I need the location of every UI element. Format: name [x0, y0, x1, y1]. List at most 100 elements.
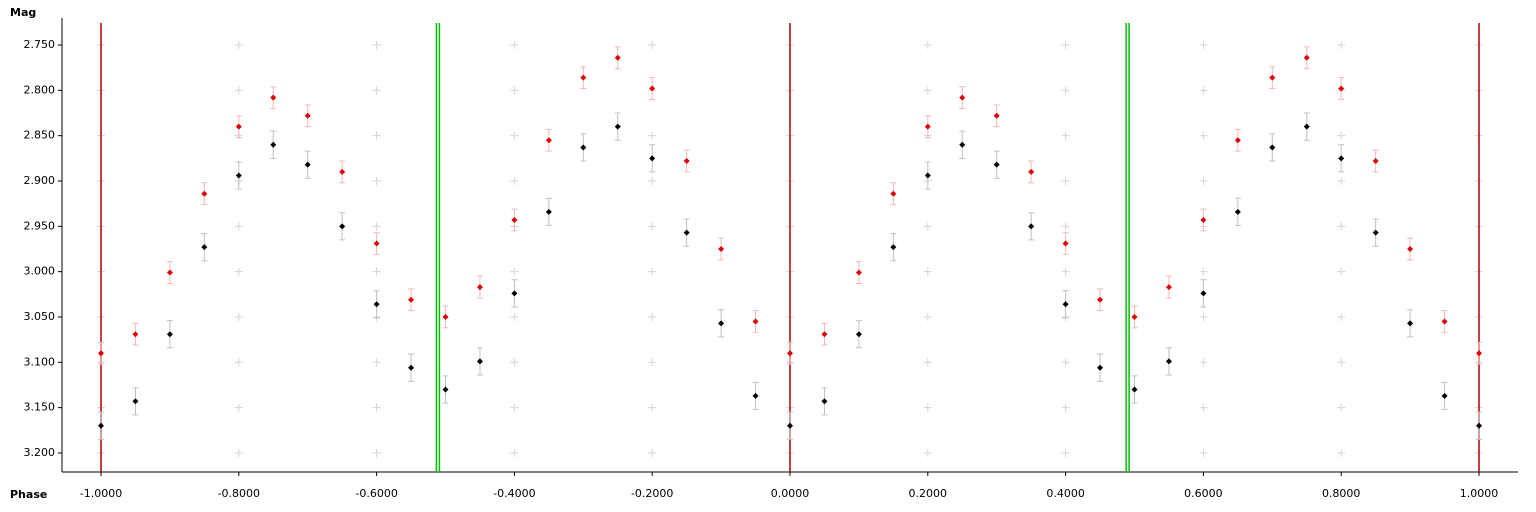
data-point — [1097, 364, 1104, 371]
grid-cross — [372, 358, 381, 367]
grid-cross — [923, 86, 932, 95]
grid-cross — [648, 358, 657, 367]
data-point — [270, 141, 277, 148]
x-tick-label: 0.2000 — [909, 487, 948, 500]
grid-cross — [510, 358, 519, 367]
data-point — [1476, 350, 1483, 357]
grid-cross — [1061, 448, 1070, 457]
data-point — [959, 141, 966, 148]
grid-cross — [510, 312, 519, 321]
data-point — [614, 54, 621, 61]
grid-cross — [510, 267, 519, 276]
grid-cross — [1337, 403, 1346, 412]
data-point — [1407, 245, 1414, 252]
data-point — [787, 350, 793, 357]
grid-cross — [923, 312, 932, 321]
data-point — [959, 94, 966, 101]
grid-cross — [234, 86, 243, 95]
grid-cross — [923, 358, 932, 367]
data-point — [339, 168, 346, 175]
x-tick-label: -0.6000 — [355, 487, 397, 500]
data-point — [304, 112, 311, 119]
data-point — [1165, 358, 1172, 365]
grid-cross — [923, 267, 932, 276]
data-point — [1062, 240, 1069, 247]
data-point — [1372, 158, 1379, 165]
data-point — [545, 208, 552, 215]
data-point — [683, 229, 690, 236]
y-tick-label: 3.200 — [24, 446, 56, 459]
grid-cross — [648, 176, 657, 185]
data-point — [97, 350, 104, 357]
grid-cross — [510, 176, 519, 185]
x-tick-label: 0.8000 — [1322, 487, 1361, 500]
grid-cross — [1199, 176, 1208, 185]
y-tick-label: 3.000 — [24, 265, 56, 278]
grid-cross — [1061, 358, 1070, 367]
data-point — [855, 331, 862, 338]
grid-cross — [1337, 312, 1346, 321]
x-tick-label: 0.0000 — [771, 487, 810, 500]
grid-cross — [1061, 86, 1070, 95]
grid-cross — [1337, 448, 1346, 457]
data-point — [890, 244, 897, 251]
grid-cross — [1199, 448, 1208, 457]
grid-cross — [923, 403, 932, 412]
grid-cross — [648, 222, 657, 231]
grid-cross — [510, 41, 519, 50]
grid-cross — [372, 131, 381, 140]
data-point — [787, 422, 793, 429]
data-point — [1441, 392, 1448, 399]
data-point — [1338, 85, 1345, 92]
data-point — [476, 358, 483, 365]
data-point — [1372, 229, 1379, 236]
data-point — [408, 296, 415, 303]
data-point — [373, 301, 380, 308]
grid-cross — [1061, 41, 1070, 50]
grid-cross — [510, 131, 519, 140]
grid-cross — [234, 222, 243, 231]
data-point — [339, 223, 346, 230]
grid-cross — [372, 403, 381, 412]
y-tick-label: 2.750 — [24, 38, 56, 51]
grid-cross — [234, 358, 243, 367]
y-axis-label: Mag — [10, 6, 36, 19]
data-point — [1028, 223, 1035, 230]
data-point — [821, 331, 828, 338]
grid-cross — [1061, 176, 1070, 185]
grid-cross — [1061, 403, 1070, 412]
data-point — [97, 422, 104, 429]
data-point — [511, 216, 518, 223]
y-tick-label: 3.050 — [24, 310, 56, 323]
grid-cross — [1061, 267, 1070, 276]
data-point — [890, 190, 897, 197]
data-point — [1338, 155, 1345, 162]
grid-cross — [372, 176, 381, 185]
grid-cross — [234, 448, 243, 457]
data-point — [545, 137, 552, 144]
grid-cross — [648, 267, 657, 276]
data-point — [993, 112, 1000, 119]
grid-cross — [1337, 267, 1346, 276]
data-point — [718, 320, 725, 327]
y-tick-label: 3.150 — [24, 401, 56, 414]
grid-cross — [1061, 222, 1070, 231]
data-point — [855, 269, 862, 276]
data-point — [442, 313, 449, 320]
data-point — [1303, 123, 1310, 130]
data-point — [201, 244, 208, 251]
y-tick-label: 3.100 — [24, 355, 56, 368]
x-tick-label: -0.2000 — [631, 487, 673, 500]
grid-cross — [923, 222, 932, 231]
grid-cross — [1337, 176, 1346, 185]
data-point — [649, 155, 656, 162]
data-point — [580, 74, 587, 81]
grid-cross — [1199, 41, 1208, 50]
grid-cross — [234, 403, 243, 412]
data-point — [1028, 168, 1035, 175]
x-tick-label: 0.4000 — [1046, 487, 1085, 500]
grid-cross — [648, 131, 657, 140]
data-point — [924, 123, 931, 130]
